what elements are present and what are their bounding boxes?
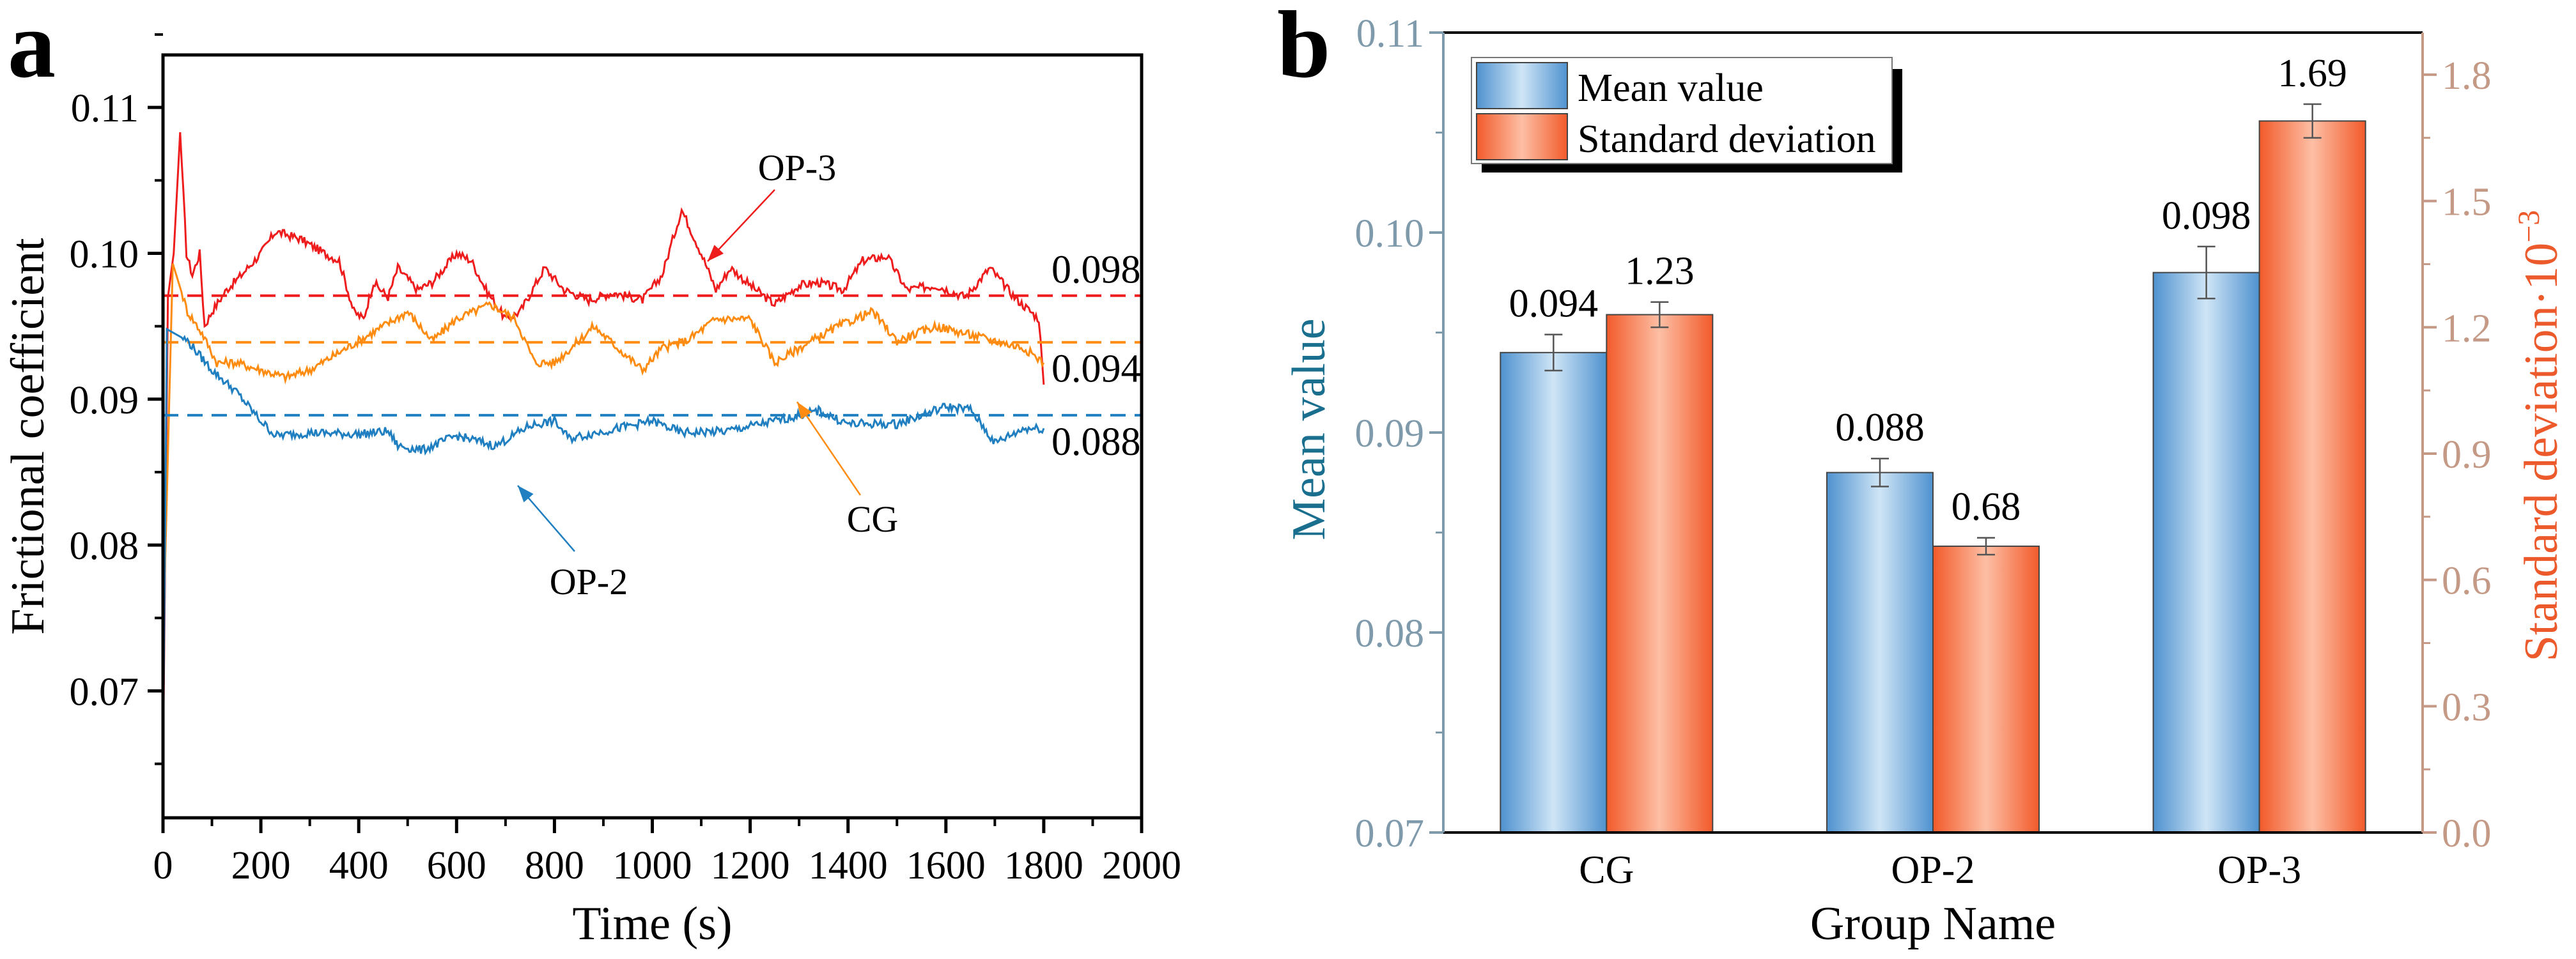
left-y-axis-title: Mean value [1283, 318, 1335, 540]
left-y-tick-label: 0.11 [1356, 12, 1424, 56]
right-y-tick-label: 0.6 [2442, 560, 2492, 603]
panel-label-a: a [8, 0, 56, 98]
right-y-tick-label: 1.2 [2442, 307, 2492, 350]
bar-value-label: 0.098 [2162, 194, 2251, 238]
bar-std-op-2 [1932, 545, 2040, 833]
panel-label-b: b [1277, 0, 1330, 98]
bar-value-label: 0.68 [1951, 486, 2021, 529]
left-y-tick-label: 0.09 [1355, 412, 1425, 456]
y-tick-label: 0.07 [70, 670, 139, 714]
annotation-label: OP-3 [758, 147, 836, 188]
bar-mean-op-2 [1826, 472, 1934, 833]
x-tick-label: OP-2 [1891, 848, 1975, 892]
right-y-axis-title-text: Standard deviation·10 [2515, 243, 2568, 662]
bar-value-label: 1.23 [1625, 250, 1695, 293]
x-tick-label: 1200 [711, 844, 790, 887]
series-line-cg [162, 263, 1045, 647]
x-axis-title: Group Name [1810, 898, 2056, 950]
right-y-axis-title-exponent: −3 [2512, 210, 2546, 243]
annotation-label: CG [847, 498, 899, 540]
x-tick-label: 1800 [1004, 844, 1083, 887]
legend-label-mean: Mean value [1578, 66, 1764, 110]
mean-label: 0.094 [1051, 348, 1141, 391]
arrow-head-icon [518, 486, 534, 503]
right-y-tick-label: 0.0 [2442, 812, 2492, 855]
y-tick-label: 0.10 [70, 233, 139, 276]
series-line-op-3 [162, 132, 1045, 764]
x-tick-label: CG [1579, 848, 1634, 892]
mean-label: 0.098 [1051, 249, 1141, 292]
x-tick-label: 800 [525, 844, 584, 887]
right-y-tick-label: 1.8 [2442, 54, 2492, 98]
legend-swatch-std [1476, 113, 1568, 160]
annotation-arrow [796, 401, 862, 496]
x-tick-label: 1000 [613, 844, 692, 887]
series-line-op-2 [162, 327, 1045, 764]
right-y-tick-label: 0.3 [2442, 686, 2492, 729]
bar-std-op-3 [2258, 120, 2366, 834]
arrow-head-icon [708, 245, 724, 261]
x-tick-label: 1600 [906, 844, 986, 887]
x-tick-label: 0 [153, 844, 173, 887]
y-tick-label: 0.09 [70, 379, 139, 422]
bar-mean-cg [1500, 351, 1608, 833]
arrow-head-icon [797, 402, 812, 420]
mean-label: 0.088 [1051, 420, 1141, 464]
friction-time-chart: 0.098 0.094 0.088 0 200 400 600 800 1000 1200 1400… [2, 33, 1181, 950]
bar-value-label: 0.088 [1835, 406, 1925, 450]
y-axis-title: Frictional coefficient [2, 238, 54, 635]
x-axis-title: Time (s) [572, 898, 732, 950]
bar-value-label: 0.094 [1509, 282, 1599, 326]
x-tick-label: 400 [329, 844, 389, 887]
y-tick-label: 0.11 [71, 87, 139, 130]
y-tick-label: 0.08 [70, 525, 139, 568]
x-tick-label: OP-3 [2217, 848, 2301, 892]
bar-std-cg [1606, 314, 1714, 833]
right-y-tick-label: 1.5 [2442, 181, 2492, 224]
left-y-tick-label: 0.10 [1355, 212, 1425, 256]
bar-mean-op-3 [2152, 272, 2260, 834]
right-y-axis-title: Standard deviation·10−3 [2512, 210, 2568, 662]
x-tick-label: 1400 [809, 844, 888, 887]
bar-value-label: 1.69 [2277, 52, 2347, 95]
x-tick-label: 200 [231, 844, 291, 887]
right-y-tick-label: 0.9 [2442, 433, 2492, 477]
left-y-tick-label: 0.08 [1355, 612, 1425, 656]
left-y-tick-label: 0.07 [1355, 812, 1425, 855]
legend-swatch-mean [1476, 62, 1568, 109]
legend-label-std: Standard deviation [1578, 118, 1876, 161]
annotation-label: OP-2 [550, 561, 628, 602]
x-tick-label: 2000 [1102, 844, 1181, 887]
x-tick-label: 600 [427, 844, 486, 887]
group-bar-chart: 0.094 1.23 CG 0.088 0.68 OP-2 0.098 1.69 OP-3 0.0… [1283, 12, 2568, 950]
